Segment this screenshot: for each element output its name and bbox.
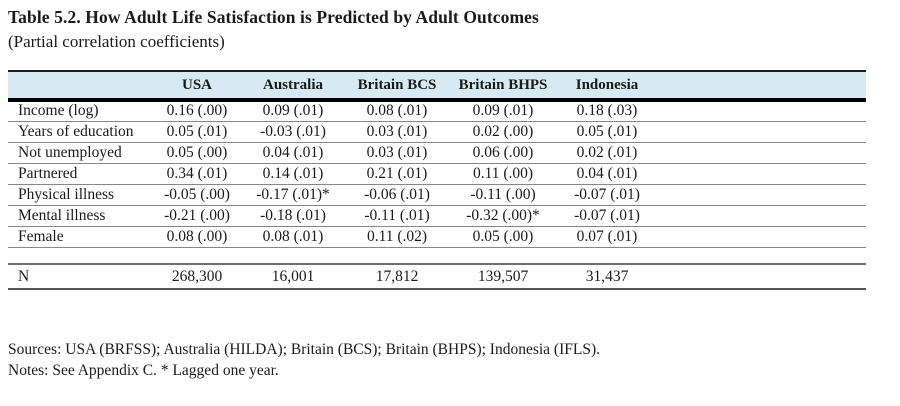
spacer-cell bbox=[350, 247, 444, 265]
cell-value: 0.07 (.01) bbox=[562, 226, 652, 248]
row-label: Income (log) bbox=[8, 100, 158, 122]
cell-value: -0.03 (.01) bbox=[236, 121, 350, 143]
table-row-physical-illness: Physical illness -0.05 (.00) -0.17 (.01)… bbox=[8, 184, 866, 206]
cell-filler bbox=[652, 226, 866, 248]
cell-value: -0.11 (.00) bbox=[444, 184, 562, 206]
cell-filler bbox=[652, 142, 866, 164]
cell-value: 0.11 (.00) bbox=[444, 163, 562, 185]
cell-filler bbox=[652, 264, 866, 290]
cell-value: 0.05 (.00) bbox=[158, 142, 236, 164]
table-row-education: Years of education 0.05 (.01) -0.03 (.01… bbox=[8, 121, 866, 143]
correlation-table: USA Australia Britain BCS Britain BHPS I… bbox=[8, 70, 866, 290]
cell-value: 0.08 (.01) bbox=[350, 100, 444, 122]
cell-value: 0.08 (.00) bbox=[158, 226, 236, 248]
cell-value: 0.05 (.01) bbox=[158, 121, 236, 143]
spacer-cell bbox=[158, 247, 236, 265]
page: Table 5.2. How Adult Life Satisfaction i… bbox=[8, 7, 900, 381]
cell-value: -0.07 (.01) bbox=[562, 184, 652, 206]
cell-value: 31,437 bbox=[562, 264, 652, 290]
sources-line: Sources: USA (BRFSS); Australia (HILDA);… bbox=[8, 341, 601, 358]
cell-value: -0.17 (.01)* bbox=[236, 184, 350, 206]
cell-value: 0.16 (.00) bbox=[158, 100, 236, 122]
cell-value: -0.07 (.01) bbox=[562, 205, 652, 227]
row-label: Mental illness bbox=[8, 205, 158, 227]
row-label: Partnered bbox=[8, 163, 158, 185]
row-label: Female bbox=[8, 226, 158, 248]
cell-value: 139,507 bbox=[444, 264, 562, 290]
cell-value: 0.06 (.00) bbox=[444, 142, 562, 164]
spacer-cell bbox=[8, 247, 158, 265]
cell-value: 16,001 bbox=[236, 264, 350, 290]
cell-value: -0.05 (.00) bbox=[158, 184, 236, 206]
cell-filler bbox=[652, 205, 866, 227]
table-subtitle: (Partial correlation coefficients) bbox=[8, 32, 225, 51]
cell-value: 0.34 (.01) bbox=[158, 163, 236, 185]
table-header-row: USA Australia Britain BCS Britain BHPS I… bbox=[8, 70, 866, 102]
cell-value: 0.04 (.01) bbox=[562, 163, 652, 185]
cell-value: 0.05 (.01) bbox=[562, 121, 652, 143]
table-row-income: Income (log) 0.16 (.00) 0.09 (.01) 0.08 … bbox=[8, 100, 866, 122]
spacer-cell bbox=[444, 247, 562, 265]
cell-value: 0.05 (.00) bbox=[444, 226, 562, 248]
cell-value: 0.02 (.00) bbox=[444, 121, 562, 143]
table-title: Table 5.2. How Adult Life Satisfaction i… bbox=[8, 7, 539, 27]
cell-value: 0.21 (.01) bbox=[350, 163, 444, 185]
cell-filler bbox=[652, 121, 866, 143]
cell-value: 0.03 (.01) bbox=[350, 142, 444, 164]
row-label: Years of education bbox=[8, 121, 158, 143]
notes-line: Notes: See Appendix C. * Lagged one year… bbox=[8, 362, 279, 379]
table-spacer-row bbox=[8, 247, 866, 265]
table-row-female: Female 0.08 (.00) 0.08 (.01) 0.11 (.02) … bbox=[8, 226, 866, 248]
table-footer: Sources: USA (BRFSS); Australia (HILDA);… bbox=[8, 339, 900, 381]
cell-value: 0.14 (.01) bbox=[236, 163, 350, 185]
cell-value: 17,812 bbox=[350, 264, 444, 290]
column-header-indonesia: Indonesia bbox=[562, 70, 652, 102]
header-blank-cell bbox=[8, 70, 158, 102]
table-row-partnered: Partnered 0.34 (.01) 0.14 (.01) 0.21 (.0… bbox=[8, 163, 866, 185]
spacer-cell bbox=[236, 247, 350, 265]
cell-value: 0.02 (.01) bbox=[562, 142, 652, 164]
row-label: Physical illness bbox=[8, 184, 158, 206]
column-header-britain-bhps: Britain BHPS bbox=[444, 70, 562, 102]
cell-filler bbox=[652, 163, 866, 185]
cell-value: 0.04 (.01) bbox=[236, 142, 350, 164]
cell-value: 0.03 (.01) bbox=[350, 121, 444, 143]
column-header-australia: Australia bbox=[236, 70, 350, 102]
cell-value: 0.11 (.02) bbox=[350, 226, 444, 248]
header-filler-cell bbox=[652, 70, 866, 102]
table-row-not-unemployed: Not unemployed 0.05 (.00) 0.04 (.01) 0.0… bbox=[8, 142, 866, 164]
table-row-sample-size: N 268,300 16,001 17,812 139,507 31,437 bbox=[8, 264, 866, 290]
cell-filler bbox=[652, 100, 866, 122]
cell-value: 268,300 bbox=[158, 264, 236, 290]
cell-value: -0.32 (.00)* bbox=[444, 205, 562, 227]
column-header-britain-bcs: Britain BCS bbox=[350, 70, 444, 102]
cell-value: -0.18 (.01) bbox=[236, 205, 350, 227]
cell-value: 0.08 (.01) bbox=[236, 226, 350, 248]
row-label: Not unemployed bbox=[8, 142, 158, 164]
cell-value: 0.09 (.01) bbox=[236, 100, 350, 122]
cell-value: -0.21 (.00) bbox=[158, 205, 236, 227]
table-row-mental-illness: Mental illness -0.21 (.00) -0.18 (.01) -… bbox=[8, 205, 866, 227]
cell-value: -0.06 (.01) bbox=[350, 184, 444, 206]
row-label: N bbox=[8, 264, 158, 290]
spacer-cell bbox=[652, 247, 866, 265]
cell-value: 0.18 (.03) bbox=[562, 100, 652, 122]
cell-filler bbox=[652, 184, 866, 206]
spacer-cell bbox=[562, 247, 652, 265]
cell-value: 0.09 (.01) bbox=[444, 100, 562, 122]
column-header-usa: USA bbox=[158, 70, 236, 102]
cell-value: -0.11 (.01) bbox=[350, 205, 444, 227]
